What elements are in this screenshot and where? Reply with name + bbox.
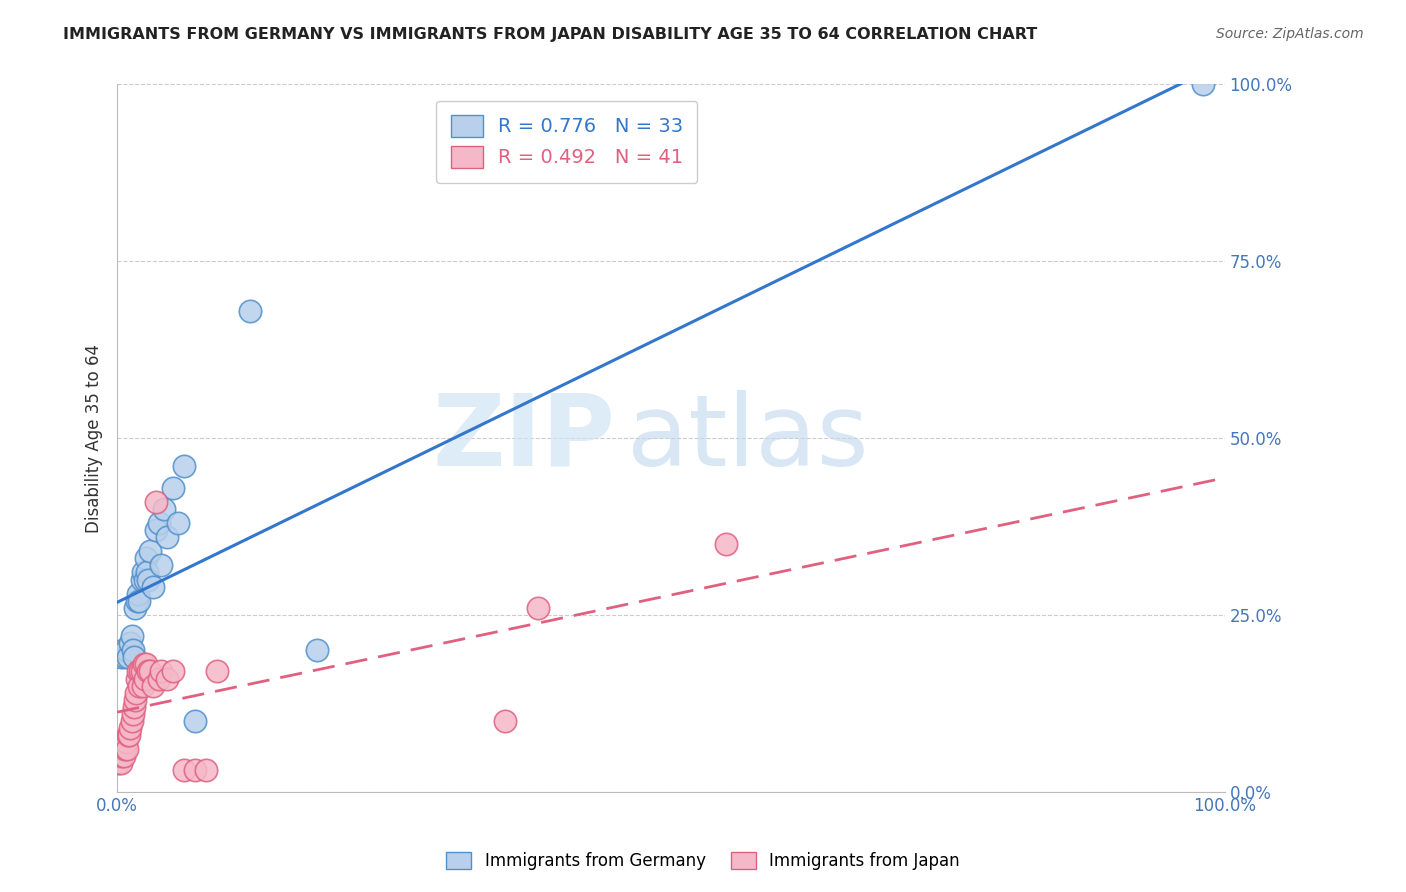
Point (111, 749, 134, 764)
Point (135, 551, 157, 566)
Legend: Immigrants from Germany, Immigrants from Japan: Immigrants from Germany, Immigrants from… (440, 845, 966, 877)
Point (118, 728, 141, 742)
Point (142, 679, 165, 693)
Legend: R = 0.776   N = 33, R = 0.492   N = 41: R = 0.776 N = 33, R = 0.492 N = 41 (436, 101, 697, 183)
Point (117, 728, 139, 742)
Point (121, 643, 143, 657)
Point (239, 303, 262, 318)
Point (173, 764, 195, 778)
Point (124, 692, 146, 706)
Point (120, 636, 142, 650)
Point (110, 756, 132, 771)
Point (132, 657, 155, 672)
Point (121, 629, 143, 643)
Point (127, 593, 149, 607)
Point (148, 516, 170, 530)
Point (117, 650, 139, 665)
Point (134, 573, 156, 587)
Point (150, 665, 173, 679)
Point (131, 566, 153, 580)
Point (121, 714, 143, 728)
Point (716, 537, 738, 551)
Point (194, 764, 217, 778)
Point (131, 573, 153, 587)
Point (131, 679, 153, 693)
Point (122, 699, 145, 714)
Point (127, 672, 149, 686)
Point (111, 742, 134, 756)
Point (129, 665, 152, 679)
Text: IMMIGRANTS FROM GERMANY VS IMMIGRANTS FROM JAPAN DISABILITY AGE 35 TO 64 CORRELA: IMMIGRANTS FROM GERMANY VS IMMIGRANTS FR… (63, 27, 1038, 42)
Text: atlas: atlas (627, 390, 869, 486)
Point (152, 501, 174, 516)
Point (136, 573, 159, 587)
Point (127, 587, 149, 601)
Point (131, 665, 153, 679)
Point (136, 566, 159, 580)
Point (162, 481, 184, 495)
Point (128, 679, 150, 693)
Point (167, 516, 190, 530)
Point (136, 665, 159, 679)
Text: ZIP: ZIP (433, 390, 616, 486)
Point (115, 735, 138, 749)
Point (127, 665, 149, 679)
Point (111, 643, 134, 657)
Point (115, 742, 138, 756)
Point (139, 665, 162, 679)
Text: Source: ZipAtlas.com: Source: ZipAtlas.com (1216, 27, 1364, 41)
Point (183, 764, 205, 778)
Point (527, 600, 550, 615)
Point (305, 643, 328, 657)
Point (128, 593, 150, 607)
Point (122, 650, 145, 665)
Point (110, 650, 132, 665)
Point (173, 459, 195, 474)
Point (139, 544, 162, 558)
Point (107, 756, 129, 771)
Point (135, 657, 157, 672)
Point (156, 672, 179, 686)
Point (142, 580, 165, 594)
Point (108, 749, 131, 764)
Point (114, 650, 136, 665)
Point (183, 714, 205, 728)
Point (1191, 78, 1213, 92)
Point (124, 600, 146, 615)
Point (121, 706, 143, 721)
Point (125, 686, 148, 700)
Point (150, 558, 173, 573)
Point (494, 714, 516, 728)
Point (156, 530, 179, 544)
Point (148, 672, 170, 686)
Point (145, 494, 167, 508)
Point (112, 749, 135, 764)
Y-axis label: Disability Age 35 to 64: Disability Age 35 to 64 (86, 343, 103, 533)
Point (162, 665, 184, 679)
Point (134, 672, 156, 686)
Point (115, 643, 138, 657)
Point (120, 721, 142, 735)
Point (205, 665, 228, 679)
Point (114, 742, 136, 756)
Point (145, 523, 167, 537)
